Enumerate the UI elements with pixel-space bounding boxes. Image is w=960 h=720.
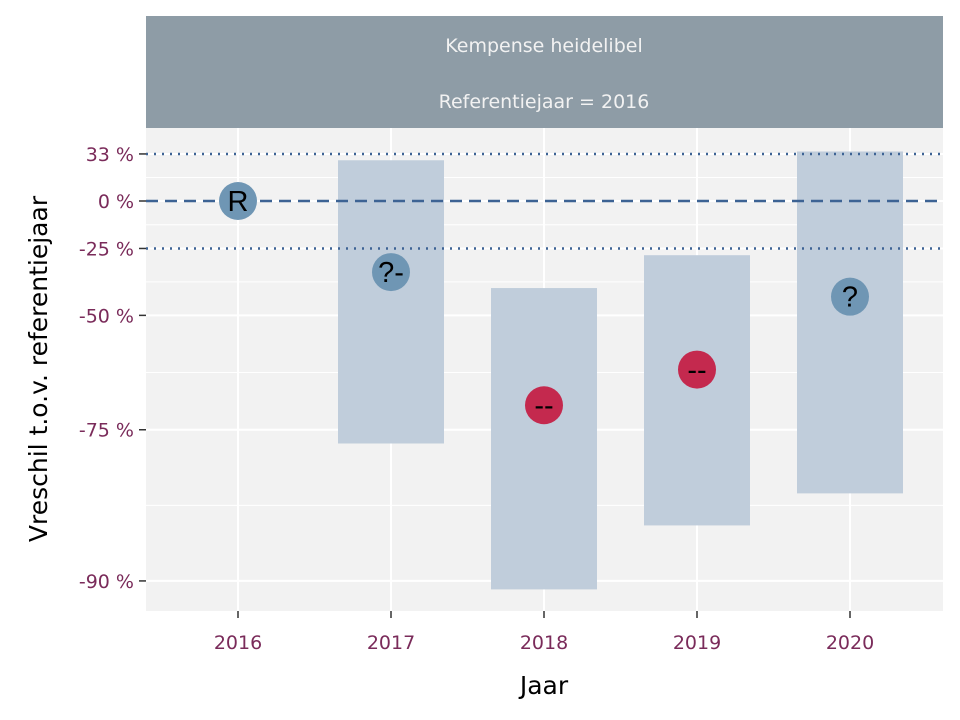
- y-tick-label: -90 %: [79, 571, 134, 593]
- y-axis-title: Vreschil t.o.v. referentiejaar: [24, 195, 53, 542]
- estimate-point: [219, 182, 257, 220]
- strip-subtitle: Referentiejaar = 2016: [439, 91, 650, 113]
- y-tick-label: 0 %: [98, 191, 134, 213]
- estimate-point: [372, 253, 410, 292]
- estimate-label: --: [687, 355, 706, 387]
- reference-lines: [146, 152, 943, 250]
- estimate-point: [525, 386, 563, 425]
- estimate-point: [678, 350, 716, 389]
- strip-title: Kempense heidelibel: [445, 35, 642, 57]
- interval-bar: [338, 160, 444, 444]
- y-axis: 33 % 0 % -25 % -50 % -75 % -90 %: [79, 144, 146, 593]
- x-axis-title: Jaar: [518, 671, 569, 700]
- estimate-point: [831, 277, 869, 316]
- facet-strip: [146, 16, 943, 128]
- estimate-markers: R ?- -- --?: [219, 182, 869, 425]
- estimate-label: ?: [842, 282, 858, 314]
- x-tick-label: 2016: [214, 632, 262, 654]
- confidence-intervals: [338, 151, 903, 590]
- y-tick-label: 33 %: [86, 144, 134, 166]
- interval-bar: [491, 288, 597, 590]
- y-tick-label: -75 %: [79, 420, 134, 442]
- x-tick-label: 2019: [673, 632, 721, 654]
- x-tick-label: 2017: [367, 632, 415, 654]
- x-tick-label: 2018: [520, 632, 568, 654]
- x-tick-label: 2020: [826, 632, 874, 654]
- interval-bar: [797, 151, 903, 494]
- estimate-label: R: [228, 186, 249, 218]
- interval-bar: [644, 255, 750, 526]
- y-tick-label: -50 %: [79, 305, 134, 327]
- x-axis: 2016 2017 2018 2019 2020: [214, 611, 874, 654]
- estimate-label: --: [534, 390, 553, 422]
- estimate-label: ?-: [378, 257, 404, 289]
- y-tick-label: -25 %: [79, 238, 134, 260]
